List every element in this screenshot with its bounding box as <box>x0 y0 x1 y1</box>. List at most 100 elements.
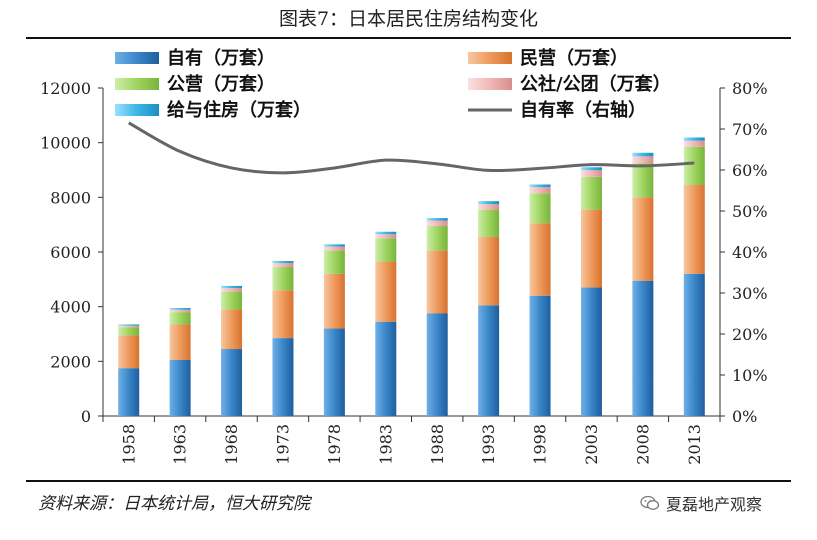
bar-seg-2 <box>426 226 448 251</box>
x-tick-label: 1983 <box>376 424 395 465</box>
legend-swatch-2 <box>115 78 159 90</box>
bar-seg-3 <box>221 288 243 292</box>
bar-seg-4 <box>118 324 140 326</box>
bar-seg-0 <box>632 280 654 416</box>
x-tick-label: 1973 <box>274 424 293 465</box>
legend-label: 公营（万套） <box>167 73 275 95</box>
right-tick-label: 0% <box>732 407 757 426</box>
left-tick-label: 0 <box>81 407 91 426</box>
bar-seg-1 <box>169 324 191 360</box>
bar-seg-4 <box>323 244 345 247</box>
legend-swatch-1 <box>468 52 512 64</box>
legend-label: 给与住房（万套） <box>167 99 311 121</box>
bar-seg-4 <box>632 152 654 157</box>
bar-seg-3 <box>169 309 191 313</box>
watermark: 夏磊地产观察 <box>640 491 762 515</box>
bar-seg-4 <box>478 201 500 205</box>
chart: 0 2000 4000 6000 8000 10000 12000 0% 10% 20% 30% 40… <box>40 47 768 465</box>
title-rule <box>26 37 791 39</box>
bar-seg-1 <box>632 197 654 281</box>
bar-seg-3 <box>426 220 448 227</box>
bar-seg-0 <box>323 328 345 416</box>
bar-seg-1 <box>118 335 140 369</box>
bar-seg-3 <box>323 246 345 251</box>
right-tick-label: 60% <box>732 161 768 180</box>
bar-seg-1 <box>529 223 551 296</box>
right-tick-label: 50% <box>732 202 768 221</box>
bar-seg-0 <box>221 349 243 416</box>
right-tick-label: 40% <box>732 243 768 262</box>
bar-seg-2 <box>580 176 602 210</box>
bar-seg-3 <box>478 204 500 210</box>
legend-swatch-3 <box>468 78 512 90</box>
right-tick-label: 80% <box>732 79 768 98</box>
watermark-text: 夏磊地产观察 <box>666 495 763 514</box>
legend-label: 自有率（右轴） <box>520 99 646 121</box>
bar-seg-2 <box>632 163 654 198</box>
bar-seg-4 <box>272 261 294 264</box>
right-tick-label: 10% <box>732 366 768 385</box>
legend-swatch-0 <box>115 52 159 64</box>
left-tick-label: 2000 <box>50 352 91 371</box>
bar-seg-2 <box>272 267 294 291</box>
bar-seg-3 <box>529 187 551 194</box>
bar-seg-0 <box>169 359 191 416</box>
bar-seg-4 <box>580 167 602 171</box>
bar-seg-2 <box>169 312 191 325</box>
bar-seg-1 <box>221 309 243 350</box>
bar-seg-3 <box>118 325 140 328</box>
left-tick-label: 4000 <box>50 298 91 317</box>
bar-seg-1 <box>375 261 397 322</box>
legend-swatch-4 <box>115 104 159 116</box>
bar-seg-1 <box>323 273 345 329</box>
bar-seg-3 <box>580 170 602 177</box>
right-tick-label: 30% <box>732 284 768 303</box>
right-tick-label: 20% <box>732 325 768 344</box>
source-note: 资料来源：日本统计局，恒大研究院 <box>38 494 310 514</box>
bar-seg-4 <box>426 218 448 221</box>
x-tick-label: 1978 <box>325 424 344 465</box>
bar-seg-1 <box>580 209 602 288</box>
bar-seg-1 <box>683 185 705 274</box>
bar-seg-0 <box>683 273 705 416</box>
bar-seg-0 <box>529 295 551 416</box>
bar-seg-0 <box>478 305 500 416</box>
bar-seg-4 <box>683 137 705 141</box>
x-tick-label: 2003 <box>582 424 601 465</box>
bar-seg-0 <box>426 313 448 416</box>
bar-seg-2 <box>683 146 705 186</box>
bar-seg-2 <box>221 291 243 310</box>
bar-seg-2 <box>118 327 140 336</box>
bar-seg-3 <box>632 156 654 164</box>
footer-rule <box>26 480 791 482</box>
legend-label: 公社/公团（万套） <box>520 73 671 95</box>
bar-seg-2 <box>478 209 500 237</box>
left-tick-label: 8000 <box>50 188 91 207</box>
wechat-icon <box>640 495 660 510</box>
bar-seg-4 <box>375 231 397 235</box>
bar-seg-0 <box>375 321 397 416</box>
chart-title: 图表7：日本居民住房结构变化 <box>278 8 539 30</box>
left-tick-label: 12000 <box>40 79 91 98</box>
bar-seg-0 <box>580 287 602 416</box>
x-tick-label: 1958 <box>119 424 138 465</box>
left-tick-label: 6000 <box>50 243 91 262</box>
bar-seg-4 <box>221 285 243 289</box>
x-tick-label: 1993 <box>479 424 498 465</box>
x-tick-label: 2008 <box>633 424 652 465</box>
x-tick-label: 1998 <box>531 424 550 465</box>
legend-label: 民营（万套） <box>520 47 628 69</box>
x-tick-label: 1968 <box>222 424 241 465</box>
bar-seg-1 <box>478 236 500 306</box>
bar-seg-3 <box>683 140 705 147</box>
bar-seg-4 <box>529 184 551 188</box>
bar-seg-0 <box>118 368 140 416</box>
x-tick-label: 1988 <box>428 424 447 465</box>
bar-seg-3 <box>375 234 397 239</box>
x-tick-label: 2013 <box>685 424 704 465</box>
bar-seg-1 <box>426 250 448 314</box>
x-tick-label: 1963 <box>171 424 190 465</box>
right-tick-label: 70% <box>732 120 768 139</box>
legend-label: 自有（万套） <box>167 47 275 69</box>
left-tick-label: 10000 <box>40 134 91 153</box>
